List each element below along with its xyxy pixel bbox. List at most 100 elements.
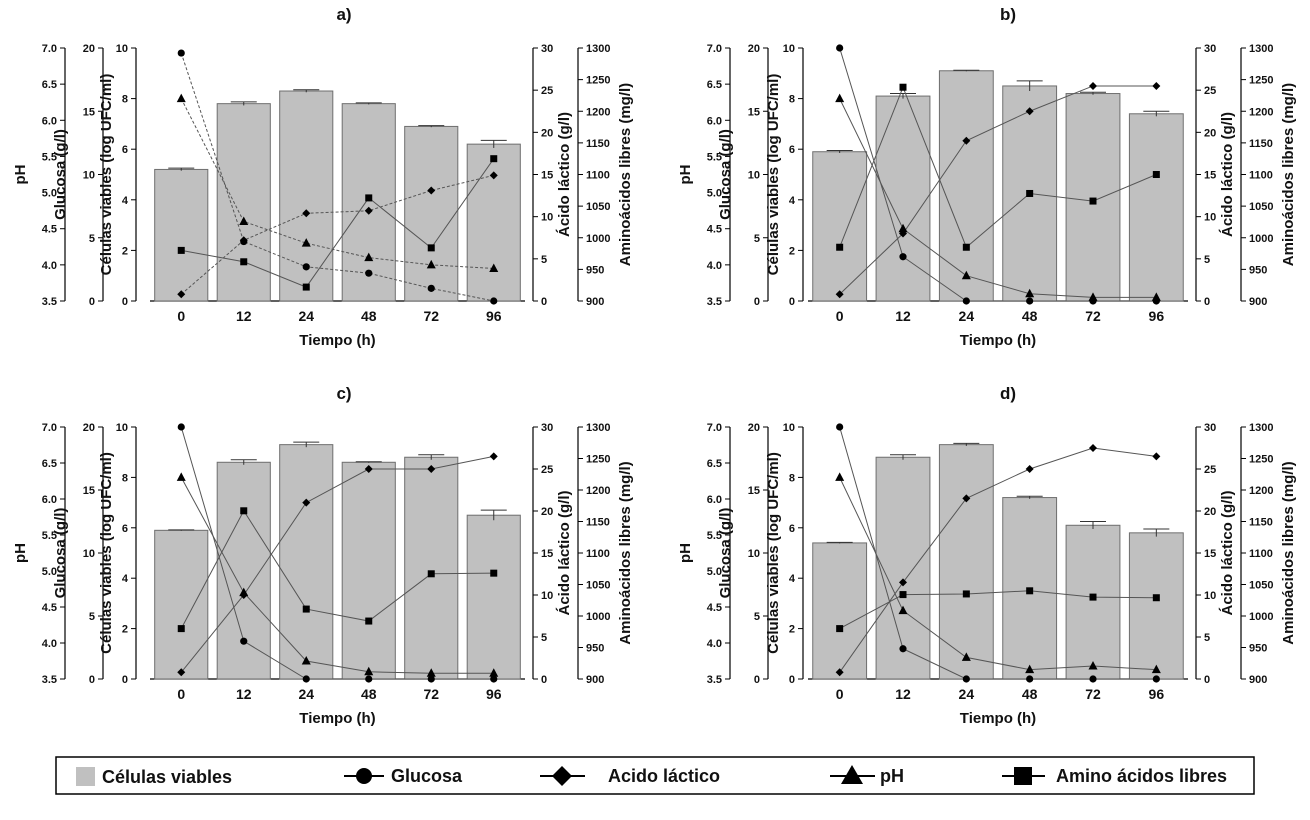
axis-amino: 900 950 1000 1050 1100 1150 1200 1250 1300 Aminoá… [577, 43, 634, 308]
point-lactic [1089, 81, 1097, 90]
point-amino [427, 244, 435, 252]
tick-label-lactic: 20 [1204, 127, 1216, 139]
point-ph [301, 656, 311, 665]
bar-cells [404, 456, 459, 680]
point-amino [302, 283, 310, 291]
x-tick-label: 96 [486, 308, 502, 324]
axis-label-cells: Células viables (log UFC/ml) [765, 74, 782, 276]
axis-label-ph: pH [12, 543, 29, 563]
line-lactic [839, 447, 1157, 673]
axis-amino: 900 950 1000 1050 1100 1150 1200 1250 1300 Aminoá… [577, 422, 634, 686]
tick-label-lactic: 15 [541, 548, 553, 560]
axis-amino: 900 950 1000 1050 1100 1150 1200 1250 1300 Aminoá… [1240, 422, 1297, 686]
x-tick-label: 12 [236, 686, 252, 702]
bar-cells [812, 151, 868, 302]
line-lactic [839, 85, 1157, 295]
tick-label-ph: 5.0 [707, 566, 722, 578]
tick-label-glucose: 0 [754, 674, 760, 686]
x-tick-label: 24 [298, 308, 314, 324]
line-amino [839, 590, 1157, 630]
point-ph [1151, 292, 1161, 301]
tick-label-cells: 8 [122, 472, 128, 484]
point-lactic [489, 452, 498, 461]
tick-label-amino: 950 [1249, 643, 1267, 655]
tick-label-amino: 900 [1249, 674, 1267, 686]
point-glucose [427, 675, 435, 683]
x-tick-label: 48 [1022, 686, 1038, 702]
axis-cells: 0 2 4 6 8 10 Células viables (log UFC/ml) [765, 43, 804, 308]
point-lactic [899, 578, 907, 587]
axis-label-cells: Células viables (log UFC/ml) [98, 74, 115, 276]
point-amino [1026, 189, 1034, 197]
point-glucose [302, 263, 310, 271]
point-amino [836, 243, 844, 251]
x-axis-label: Tiempo (h) [299, 332, 375, 349]
tick-label-ph: 4.0 [707, 638, 722, 650]
point-glucose [365, 269, 373, 277]
tick-label-lactic: 0 [1204, 296, 1210, 308]
x-tick-label: 0 [177, 308, 185, 324]
legend-lactic-label: Acido láctico [608, 766, 720, 786]
series-cells [154, 89, 521, 302]
x-tick-label: 72 [423, 308, 439, 324]
tick-label-ph: 3.5 [42, 674, 57, 686]
axis-cells: 0 2 4 6 8 10 Células viables (log UFC/ml) [98, 422, 137, 686]
tick-label-glucose: 10 [748, 548, 760, 560]
x-tick-label: 96 [486, 686, 502, 702]
tick-label-lactic: 20 [541, 506, 553, 518]
point-amino [1152, 171, 1160, 178]
tick-label-lactic: 15 [1204, 170, 1216, 182]
point-lactic [239, 236, 248, 245]
axis-label-glucose: Glucosa (g/l) [717, 508, 734, 599]
tick-label-lactic: 25 [541, 464, 553, 476]
tick-label-ph: 7.0 [707, 422, 722, 434]
axis-label-lactic: Ácido láctico (g/l) [556, 490, 573, 615]
series-cells [812, 442, 1184, 680]
tick-label-ph: 5.0 [42, 188, 57, 200]
tick-label-lactic: 5 [1204, 254, 1210, 266]
tick-label-lactic: 15 [541, 170, 553, 182]
x-tick-label: 0 [177, 686, 185, 702]
tick-label-ph: 7.0 [42, 422, 57, 434]
tick-label-glucose: 20 [748, 43, 760, 55]
tick-label-cells: 6 [789, 523, 795, 535]
tick-label-glucose: 10 [83, 170, 95, 182]
tick-label-glucose: 20 [83, 43, 95, 55]
tick-label-lactic: 15 [1204, 548, 1216, 560]
point-amino [240, 258, 248, 266]
point-ph [1151, 664, 1161, 674]
point-amino [1089, 197, 1097, 205]
x-tick-label: 12 [895, 686, 911, 702]
series-amino [177, 155, 498, 291]
tick-label-ph: 4.5 [707, 224, 722, 236]
tick-label-ph: 6.0 [707, 494, 722, 506]
series-ph [835, 93, 1161, 301]
point-amino [365, 617, 373, 625]
point-glucose [899, 253, 907, 261]
point-lactic [835, 290, 844, 299]
tick-label-cells: 6 [122, 144, 128, 156]
point-ph [239, 587, 249, 597]
tick-label-cells: 2 [122, 245, 128, 257]
point-glucose [1026, 675, 1034, 683]
tick-label-ph: 4.5 [42, 602, 57, 614]
point-amino [1089, 593, 1097, 601]
point-amino [962, 243, 970, 251]
point-ph [176, 472, 186, 481]
point-lactic [962, 136, 971, 145]
tick-label-cells: 4 [789, 195, 796, 207]
bar-cells [938, 444, 994, 680]
x-tick-label: 48 [1022, 308, 1038, 324]
tick-label-amino: 1100 [1249, 548, 1273, 560]
point-glucose [899, 645, 907, 653]
tick-label-amino: 1000 [586, 233, 610, 245]
point-glucose [177, 423, 185, 431]
axis-cells: 0 2 4 6 8 10 Células viables (log UFC/ml) [98, 43, 137, 308]
legend-amino-label: Amino ácidos libres [1056, 766, 1227, 786]
point-glucose [302, 675, 310, 683]
bar-cells [1128, 532, 1184, 680]
tick-label-lactic: 10 [541, 590, 553, 602]
line-ph [839, 98, 1157, 298]
point-amino [240, 507, 248, 515]
